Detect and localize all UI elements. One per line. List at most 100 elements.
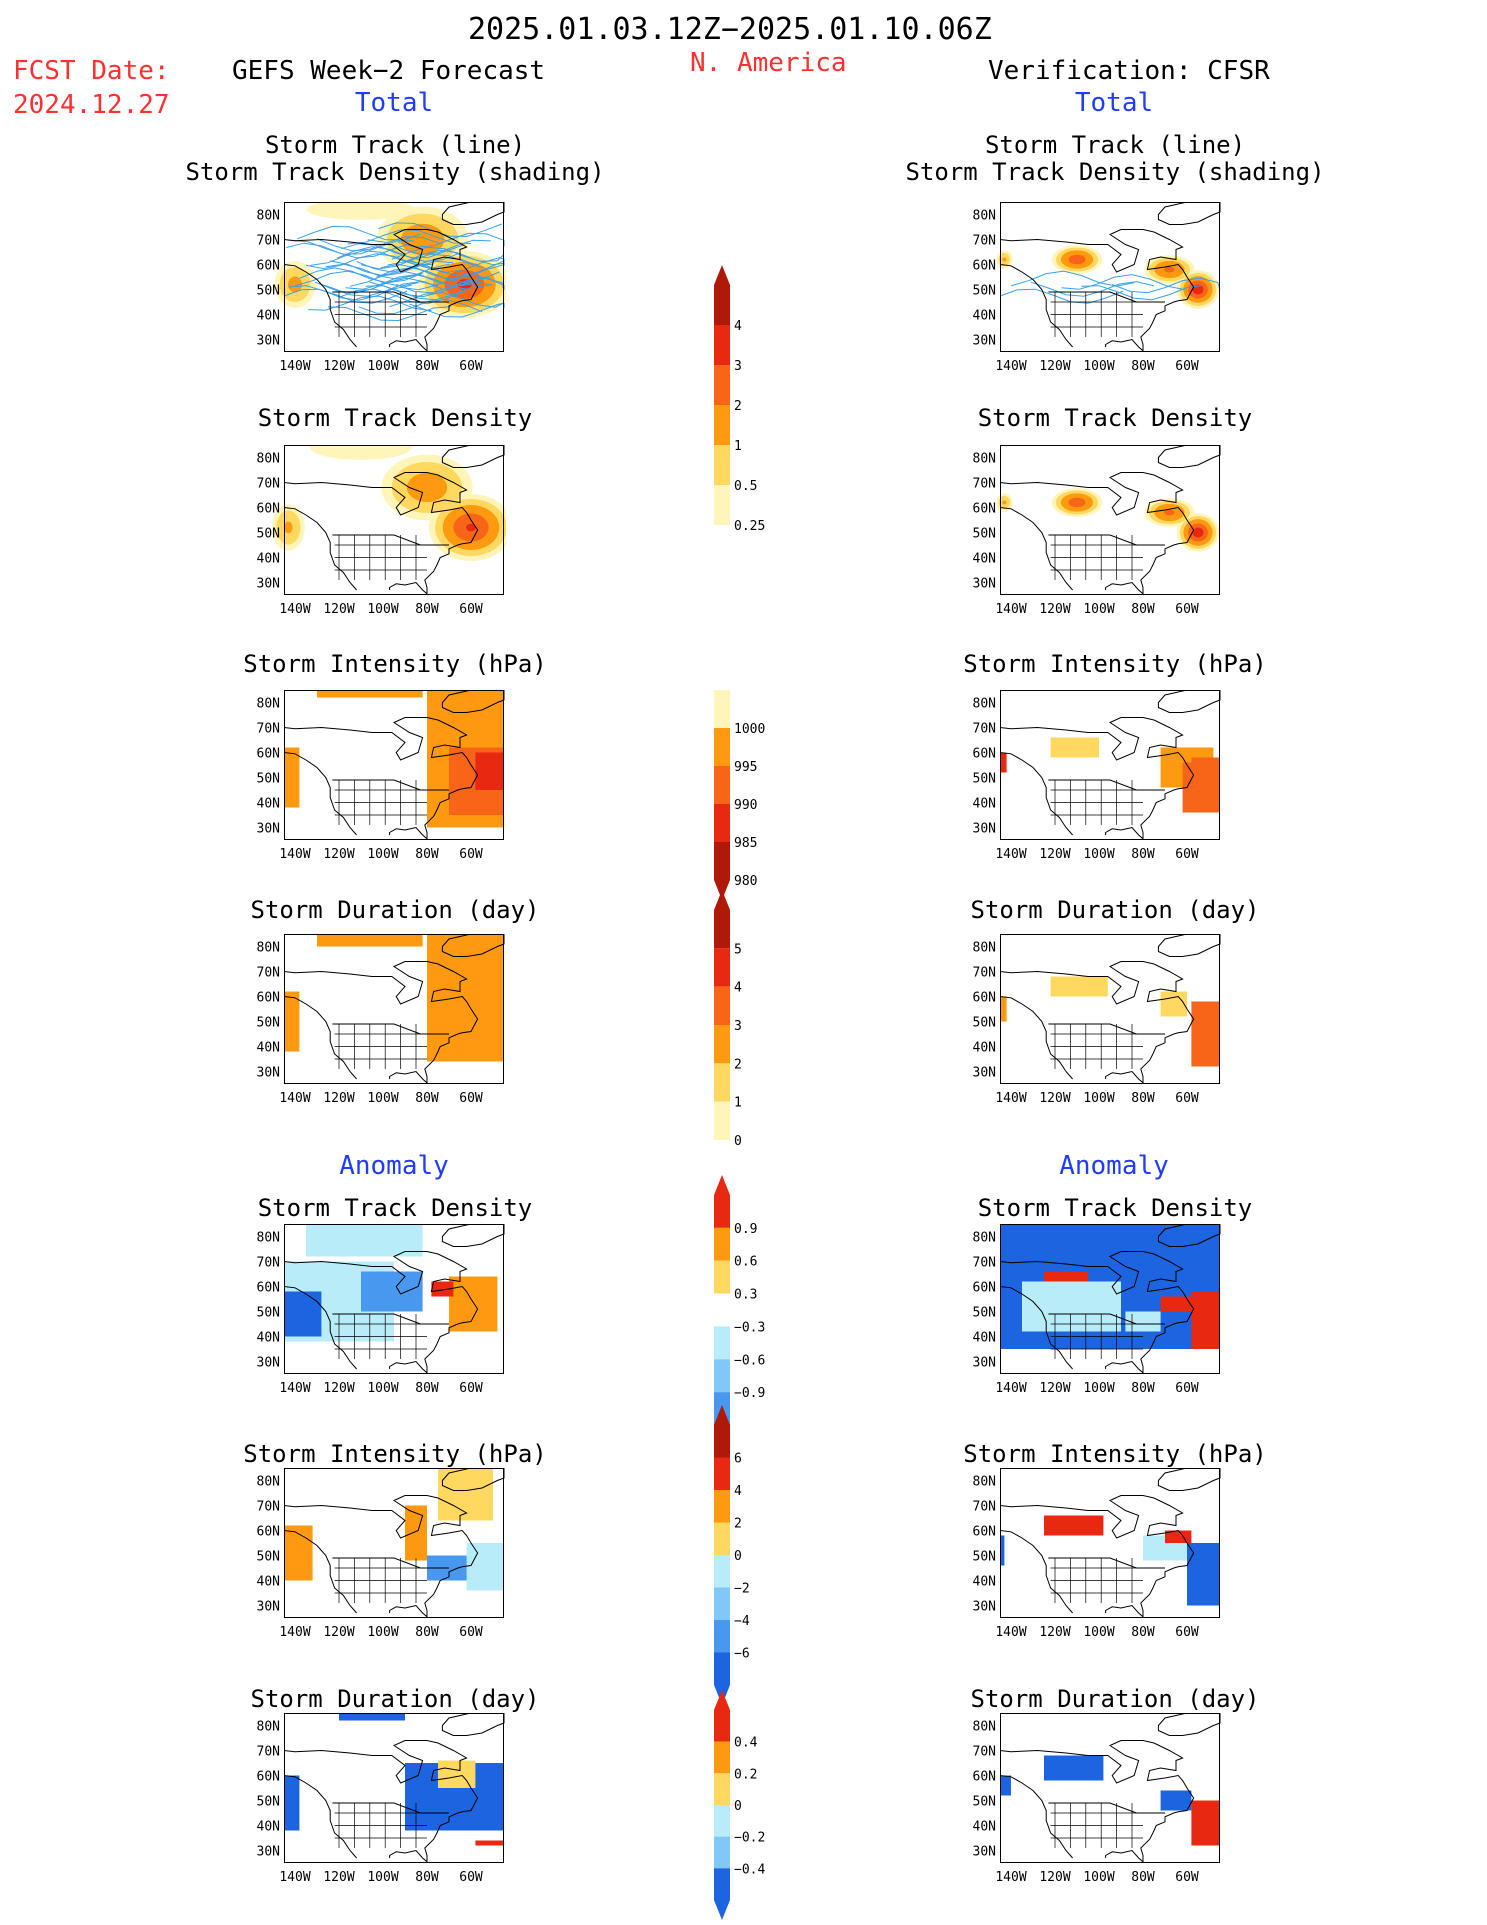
verification-total-label: Total — [1074, 88, 1154, 118]
lat-tick-label: 50N — [257, 284, 280, 299]
lon-tick-label: 100W — [1083, 1381, 1114, 1396]
forecast-total-label: Total — [354, 88, 434, 118]
lat-tick-label: 80N — [973, 941, 996, 956]
colorbar-segment — [714, 1555, 730, 1588]
map-svg: 80N 70N 60N 50N 40N 30N 140W 120W 100W 80W 60W — [257, 933, 505, 1106]
lon-tick-label: 140W — [279, 1381, 310, 1396]
colorbar-segment — [714, 1836, 730, 1869]
lat-tick-label: 60N — [973, 502, 996, 517]
forecast-anomaly-label: Anomaly — [339, 1151, 449, 1181]
colorbar-tick-label: 1 — [734, 1096, 742, 1111]
plot-area — [271, 435, 514, 595]
lon-tick-label: 120W — [1039, 359, 1070, 374]
colorbar-tick-label: 0 — [734, 1134, 742, 1149]
colorbar-tick-label: −2 — [734, 1582, 750, 1597]
value-cell — [1000, 996, 1007, 1022]
storm-track-line — [325, 263, 450, 280]
colorbar-tick-label: 0.5 — [734, 479, 757, 494]
lon-tick-label: 120W — [1039, 847, 1070, 862]
lon-tick-label: 120W — [1039, 602, 1070, 617]
value-cell — [449, 1276, 498, 1332]
lat-tick-label: 50N — [973, 1016, 996, 1031]
lon-tick-label: 80W — [415, 1625, 439, 1640]
panel-title-fcst-anom-intensity: Storm Intensity (hPa) — [243, 1440, 547, 1468]
lon-tick-label: 80W — [1131, 1091, 1155, 1106]
value-cell — [1000, 1775, 1011, 1796]
map-panel-forecast-anom-density: 80N 70N 60N 50N 40N 30N 140W 120W 100W 80W 60W — [242, 1223, 506, 1402]
lat-tick-label: 70N — [257, 966, 280, 981]
map-panel-forecast-anom-intensity: 80N 70N 60N 50N 40N 30N 140W 120W 100W 80W 60W — [242, 1467, 506, 1646]
verification-anomaly-label: Anomaly — [1059, 1151, 1169, 1181]
storm-track-line — [400, 274, 505, 291]
lon-tick-label: 140W — [279, 1091, 310, 1106]
us-canada-border — [1048, 779, 1165, 791]
value-cell — [361, 1271, 423, 1312]
colorbar-segment — [714, 766, 730, 804]
value-cell — [438, 1468, 493, 1521]
coastline-east — [283, 717, 479, 840]
lat-tick-label: 50N — [973, 1550, 996, 1565]
storm-track-line — [297, 225, 421, 241]
colorbar-tick-label: 0.9 — [734, 1222, 757, 1237]
fcst-date-label: FCST Date: — [13, 56, 170, 86]
colorbar-tick-label: 990 — [734, 798, 757, 813]
lat-tick-label: 80N — [257, 209, 280, 224]
lat-tick-label: 30N — [973, 1356, 996, 1371]
value-cell — [1044, 1271, 1088, 1282]
value-cell — [339, 1713, 405, 1721]
us-canada-border — [1048, 291, 1165, 303]
value-cell — [1022, 1281, 1121, 1332]
colorbar-arrow-top — [714, 1690, 730, 1710]
map-svg: 80N 70N 60N 50N 40N 30N 140W 120W 100W 80W 60W — [973, 1712, 1221, 1885]
coastline-west — [999, 1530, 1073, 1614]
colorbar-segment — [714, 1101, 730, 1140]
colorbar-segment — [714, 910, 730, 949]
lon-tick-label: 100W — [1083, 1870, 1114, 1885]
lon-tick-label: 100W — [1083, 359, 1114, 374]
lon-tick-label: 100W — [367, 1625, 398, 1640]
lon-tick-label: 60W — [1175, 1091, 1199, 1106]
lon-tick-label: 120W — [323, 1091, 354, 1106]
storm-track-line — [999, 288, 1124, 304]
colorbar-segment — [714, 1741, 730, 1774]
coastline-east — [283, 1495, 479, 1618]
lon-tick-label: 140W — [279, 847, 310, 862]
coastline-west — [999, 507, 1073, 591]
lat-tick-label: 30N — [257, 1356, 280, 1371]
plot-area — [999, 689, 1221, 840]
us-canada-border — [1048, 1313, 1165, 1325]
storm-track-line — [380, 263, 505, 280]
colorbar-segment — [714, 1457, 730, 1490]
coastline-west — [999, 996, 1073, 1080]
lat-tick-label: 50N — [257, 1016, 280, 1031]
map-frame — [1000, 202, 1220, 352]
density-fill — [1002, 257, 1007, 262]
map-panel-forecast-total-density: 80N 70N 60N 50N 40N 30N 140W 120W 100W 80W 60W — [242, 435, 514, 623]
lat-tick-label: 40N — [973, 797, 996, 812]
colorbar-arrow-top — [714, 265, 730, 285]
colorbar-segment — [714, 1490, 730, 1523]
lat-tick-label: 60N — [257, 1770, 280, 1785]
lat-tick-label: 40N — [973, 1041, 996, 1056]
lon-tick-label: 80W — [415, 1381, 439, 1396]
value-cell — [284, 747, 300, 808]
colorbar-tick-label: 0.6 — [734, 1255, 757, 1270]
colorbar-segment — [714, 365, 730, 405]
plot-area — [999, 1712, 1221, 1863]
lon-tick-label: 120W — [323, 1870, 354, 1885]
lon-tick-label: 80W — [415, 1091, 439, 1106]
colorbar-arrow-bottom — [714, 1900, 730, 1920]
lat-tick-label: 40N — [257, 1331, 280, 1346]
storm-track-line — [1010, 270, 1135, 287]
colorbar-segment — [714, 1359, 730, 1393]
panel-title-verif-anom-density: Storm Track Density — [977, 1194, 1253, 1222]
panel-title-verif-anom-duration: Storm Duration (day) — [970, 1685, 1260, 1713]
map-svg: 80N 70N 60N 50N 40N 30N 140W 120W 100W 80W 60W — [973, 1223, 1221, 1396]
map-svg: 80N 70N 60N 50N 40N 30N 140W 120W 100W 80W 60W — [973, 444, 1221, 617]
map-panel-verification-total-track: 80N 70N 60N 50N 40N 30N 140W 120W 100W 80W 60W — [958, 201, 1222, 380]
value-cell — [1044, 1755, 1104, 1781]
map-frame — [284, 1224, 504, 1374]
colorbar-segment — [714, 728, 730, 766]
colorbar-segment — [714, 986, 730, 1025]
colorbar-tick-label: −0.9 — [734, 1386, 765, 1401]
